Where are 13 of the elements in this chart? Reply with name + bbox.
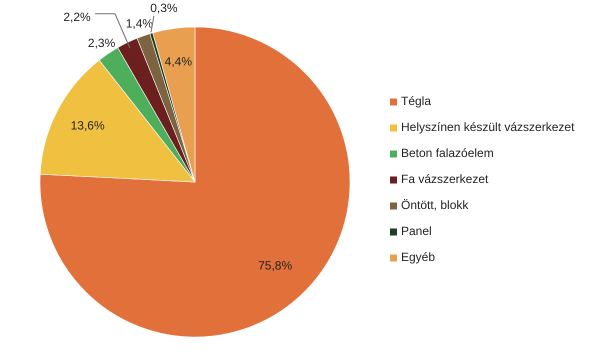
data-label: 2,2% <box>63 10 92 24</box>
legend-label: Panel <box>401 224 432 238</box>
data-label: 75,8% <box>258 258 292 272</box>
legend-label: Egyéb <box>401 250 436 264</box>
data-label: 0,3% <box>150 0 178 15</box>
legend-label: Tégla <box>401 94 432 108</box>
data-label: 13,6% <box>70 118 105 133</box>
legend-label: Beton falazóelem <box>401 146 494 160</box>
legend-label: Öntött, blokk <box>401 198 470 212</box>
data-label: 4,4% <box>164 54 192 68</box>
data-label: 2,3% <box>88 36 116 50</box>
legend-label: Helyszínen készült vázszerkezet <box>401 120 576 134</box>
legend-label: Fa vázszerkezet <box>401 172 490 186</box>
